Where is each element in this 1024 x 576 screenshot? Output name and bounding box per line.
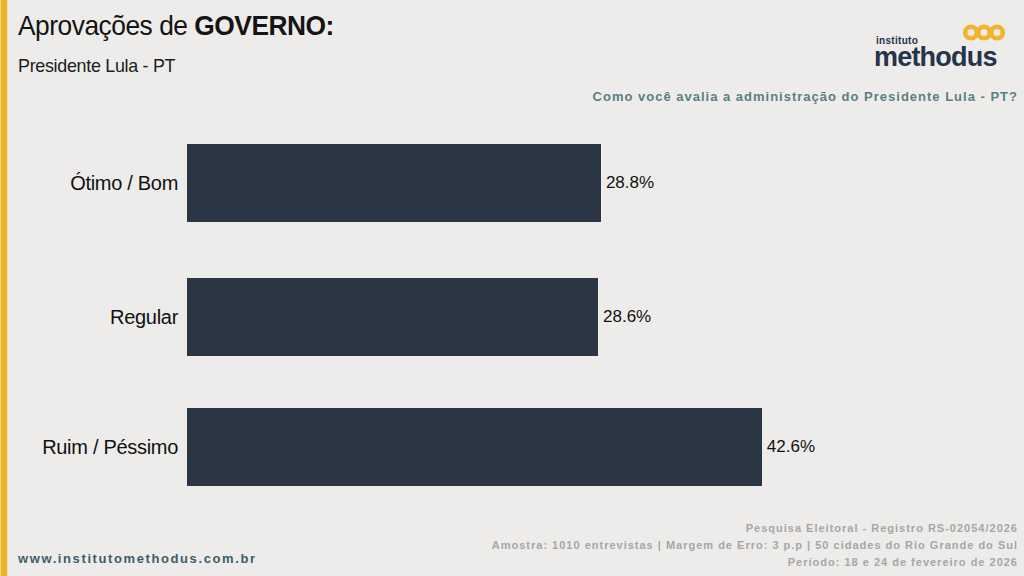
- value-label: 28.6%: [603, 307, 651, 327]
- category-label: Ruim / Péssimo: [0, 408, 187, 486]
- bar-chart: Ótimo / Bom 28.8% Regular 28.6% Ruim / P…: [0, 0, 1024, 576]
- bar-row-otimo-bom: Ótimo / Bom 28.8%: [0, 144, 815, 222]
- bar-track: 42.6%: [187, 408, 815, 486]
- bar-otimo-bom: [187, 144, 601, 222]
- website-url: www.institutomethodus.com.br: [18, 551, 257, 566]
- survey-metadata: Pesquisa Eleitoral - Registro RS-02054/2…: [492, 520, 1018, 571]
- left-accent-stripe: [0, 0, 8, 576]
- bar-ruim-pessimo: [187, 408, 762, 486]
- bar-row-regular: Regular 28.6%: [0, 278, 815, 356]
- registry-line: Pesquisa Eleitoral - Registro RS-02054/2…: [492, 520, 1018, 537]
- category-label: Ótimo / Bom: [0, 144, 187, 222]
- bar-row-ruim-pessimo: Ruim / Péssimo 42.6%: [0, 408, 815, 486]
- period-line: Período: 18 e 24 de fevereiro de 2026: [492, 554, 1018, 571]
- value-label: 28.8%: [606, 173, 654, 193]
- category-label: Regular: [0, 278, 187, 356]
- bar-track: 28.6%: [187, 278, 815, 356]
- sample-line: Amostra: 1010 entrevistas | Margem de Er…: [492, 537, 1018, 554]
- bar-regular: [187, 278, 598, 356]
- value-label: 42.6%: [767, 437, 815, 457]
- bar-track: 28.8%: [187, 144, 815, 222]
